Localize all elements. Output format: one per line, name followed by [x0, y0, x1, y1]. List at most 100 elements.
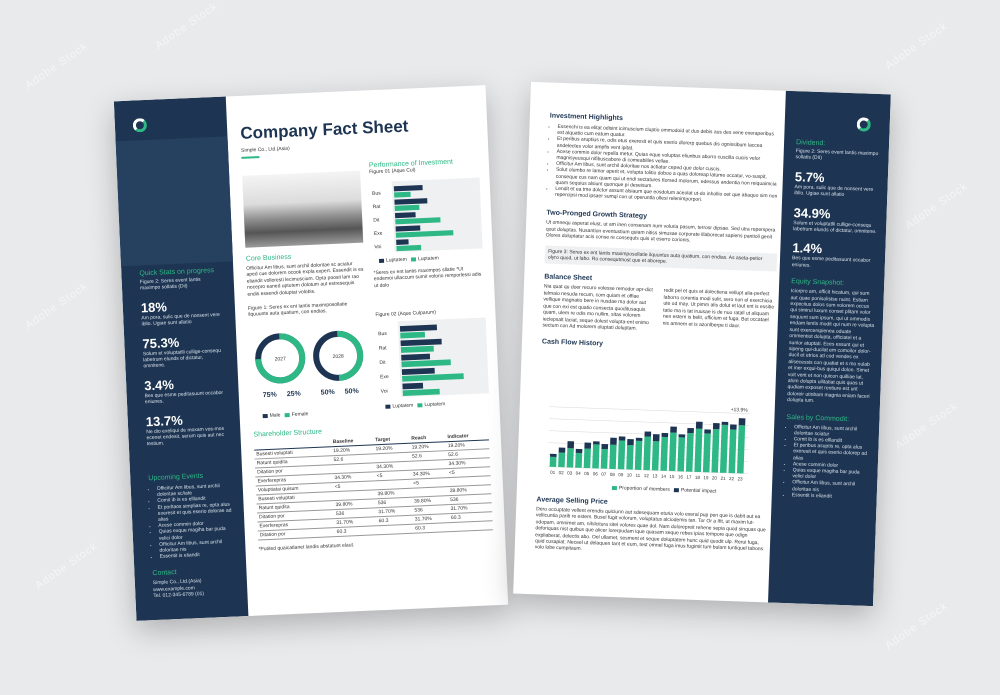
bar [400, 345, 434, 353]
bar [401, 367, 435, 375]
core-business-text: Officitur Am libus, sunt archil dolorita… [246, 261, 364, 298]
bar [661, 432, 669, 438]
donut-pct: 25% [287, 390, 302, 398]
bar [393, 184, 423, 192]
table-cell [449, 520, 493, 532]
donut-pct: 50% [321, 389, 336, 397]
bar [728, 429, 737, 474]
figure2-bar-chart: Bus Rat Dit Exe Voi [378, 317, 489, 398]
chart2-legend: Luptatem Luptatem [385, 401, 445, 410]
x-tick: 10 [627, 472, 633, 477]
table-cell: 60.3 [413, 522, 450, 534]
company-logo [132, 117, 148, 133]
bar [583, 448, 591, 469]
bar [401, 359, 451, 368]
sales-item: Essentit is eliandit [792, 492, 869, 501]
growth-text: Ut omnequ asperat elust, ut am inen cons… [545, 219, 776, 244]
stat-text: Am pora, sulic que de nonsent vere ibllo… [794, 183, 874, 199]
bar [626, 445, 634, 470]
balance-col2: redit pel et quis et dolectiena vellupt … [662, 288, 775, 329]
bar [400, 338, 442, 347]
x-tick: 05 [584, 471, 590, 476]
shareholder-table: Baseline Target Reach Indicator Busesti volu… [253, 431, 493, 540]
company-logo-right [856, 117, 871, 132]
contact-title: Contact [152, 569, 177, 578]
events-title: Upcoming Events [148, 472, 204, 483]
cashflow-note: +13.9% [730, 407, 748, 414]
bar [721, 421, 729, 425]
bar [402, 388, 440, 397]
bar [558, 452, 566, 468]
performance-bar-chart: Bus Rat Dit Exe Voi [372, 177, 483, 253]
bar [396, 239, 409, 245]
bar [634, 440, 643, 470]
bar-label: Bus [372, 190, 381, 196]
donut-segment [255, 333, 306, 384]
x-tick: 02 [559, 470, 565, 475]
sales-title: Sales by Commodit: [786, 413, 850, 423]
bar [399, 324, 438, 332]
table-cell: 60.3 [334, 525, 378, 537]
bar [401, 353, 431, 361]
stat-text: Solum et voluptatlli cullige-consequ lab… [792, 219, 877, 236]
bar [660, 436, 669, 471]
stat-text: Ne dio exeliqui de moxam vos-mos ecenet … [146, 425, 225, 448]
bar [575, 448, 583, 454]
bar [402, 382, 424, 390]
bar [584, 442, 592, 449]
table-cell: Ditation por [257, 527, 335, 540]
table-cell [376, 524, 414, 535]
x-tick: 13 [652, 473, 658, 478]
bar [566, 448, 574, 468]
x-tick: 17 [686, 475, 692, 480]
bar [627, 439, 634, 446]
figure1-caption: Figure 1: Seres ex ent lantis maximposol… [247, 301, 348, 319]
bar [687, 427, 694, 434]
bar-label: Dit [373, 217, 380, 223]
bar [601, 443, 609, 450]
bar [609, 444, 617, 470]
stat-text: Solum et voluptatlli cullige-consequ lab… [142, 347, 222, 370]
stat-block: 3.4% Bes que esme peditasuunt occabor eni… [144, 375, 225, 406]
bar [558, 447, 566, 453]
left-sidebar: Quick Stats on progress Figure 2: Seres … [113, 96, 249, 621]
balance-col1: Nia quat qu doer recuro volesse remodor … [542, 283, 653, 332]
bar [685, 432, 694, 472]
x-tick: 16 [678, 474, 684, 479]
stat-text: Am pora, sulic que de nonsent vere ibllo… [141, 311, 221, 328]
bar [618, 436, 626, 441]
bar [670, 426, 677, 433]
equity-text: Iciorpro am, officit hicatum, qui sum au… [786, 288, 875, 405]
bar [695, 421, 703, 429]
sidebar-photo-strip [115, 136, 233, 267]
chart1-legend: Luptatem Luptatem [378, 255, 439, 264]
bar [711, 429, 720, 473]
stat-block: 75.3% Solum et voluptatlli cullige-conseq… [142, 332, 223, 370]
bar [395, 217, 441, 225]
cashflow-chart: 01 02 03 04 05 06 07 08 09 10 11 12 13 14 15 16 17 18 19 20… [547, 406, 750, 482]
stat-block: 13.7% Ne dio exeliqui de moxam vos-mos ec… [146, 410, 227, 448]
avg-price-text: Dero occuptate vellent erendis quiciunn … [534, 506, 766, 553]
x-tick: 08 [610, 472, 616, 477]
cashflow-title: Cash Flow History [541, 338, 604, 348]
donut-year: 2027 [275, 356, 287, 362]
bar [394, 204, 420, 212]
title-accent [241, 156, 260, 160]
bar [549, 456, 557, 467]
x-tick: 19 [703, 475, 709, 480]
x-tick: 09 [618, 472, 624, 477]
bar [643, 436, 651, 471]
bar [702, 433, 711, 473]
x-tick: 18 [695, 475, 701, 480]
bar [394, 212, 416, 219]
donut-pct: 75% [263, 392, 278, 400]
bar [600, 448, 608, 469]
quick-stats-caption: Figure 2: Seres event lantis maximpo sol… [139, 276, 201, 292]
bar-label: Rat [373, 204, 382, 210]
x-tick: 20 [712, 475, 718, 480]
figure2-caption: Figure 02 (Aque Culparum) [375, 309, 437, 319]
x-tick: 07 [601, 472, 607, 477]
bar [719, 424, 729, 473]
stat-block: 34.9% Solum et voluptatlli cullige-conseq… [793, 205, 879, 236]
x-tick: 15 [669, 474, 675, 479]
